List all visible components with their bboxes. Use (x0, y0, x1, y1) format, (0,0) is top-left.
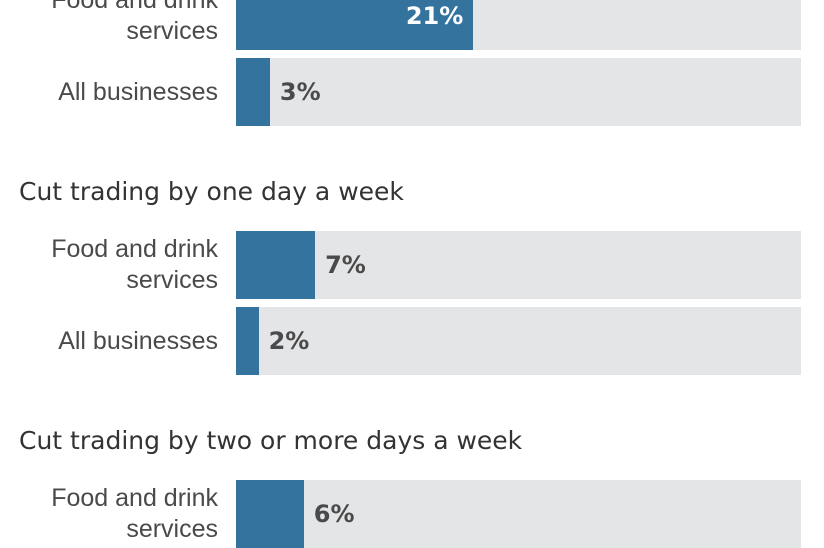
bar (236, 0, 474, 50)
bar (236, 58, 270, 126)
category-label: Food and drink services (51, 0, 218, 45)
value-label: 6% (313, 500, 355, 528)
category-label: Food and drink services (51, 484, 218, 543)
group-title: Cut trading by one day a week (19, 177, 404, 206)
value-label: 7% (325, 251, 366, 279)
bar-track: 7% (236, 231, 801, 299)
bar (236, 231, 316, 299)
category-label: All businesses (58, 326, 218, 355)
bar-track: 3% (236, 58, 801, 126)
bar-track: 6% (236, 480, 801, 548)
value-label: 21% (405, 2, 464, 30)
bar-track: 21% (236, 0, 801, 50)
category-label: All businesses (58, 77, 218, 106)
bar (236, 480, 304, 548)
value-label: 2% (268, 327, 310, 355)
category-label: Food and drink services (51, 235, 218, 294)
value-label: 3% (279, 78, 321, 106)
group-title: Cut trading by two or more days a week (19, 426, 523, 455)
bar-track: 2% (236, 307, 801, 375)
bar (236, 307, 259, 375)
